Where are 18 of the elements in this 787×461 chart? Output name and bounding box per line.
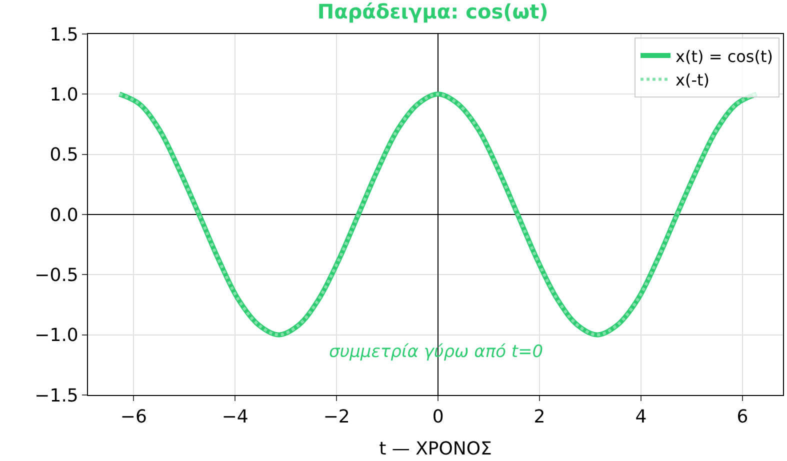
x-tick-label: −2 [323, 406, 350, 428]
legend-label: x(-t) [676, 70, 710, 90]
x-tick-label: −4 [222, 406, 248, 428]
x-tick-label: 0 [432, 406, 444, 428]
x-tick-label: −6 [120, 406, 147, 428]
y-tick-label: 0.5 [50, 144, 78, 166]
x-axis-title: t — ΧΡΟΝΟΣ [379, 438, 492, 460]
y-tick-label: 1.0 [50, 84, 78, 106]
chart-title: Παράδειγμα: cos(ωt) [317, 0, 548, 24]
y-tick-label: −0.5 [34, 264, 78, 286]
legend-label: x(t) = cos(t) [676, 46, 774, 66]
x-tick-label: 2 [534, 406, 546, 428]
x-tick-label: 4 [635, 406, 647, 428]
y-tick-label: 1.5 [50, 24, 78, 46]
y-tick-label: −1.0 [34, 325, 78, 346]
x-tick-label: 6 [736, 406, 748, 428]
y-tick-label: 0.0 [50, 204, 78, 226]
y-tick-label: −1.5 [34, 385, 78, 406]
